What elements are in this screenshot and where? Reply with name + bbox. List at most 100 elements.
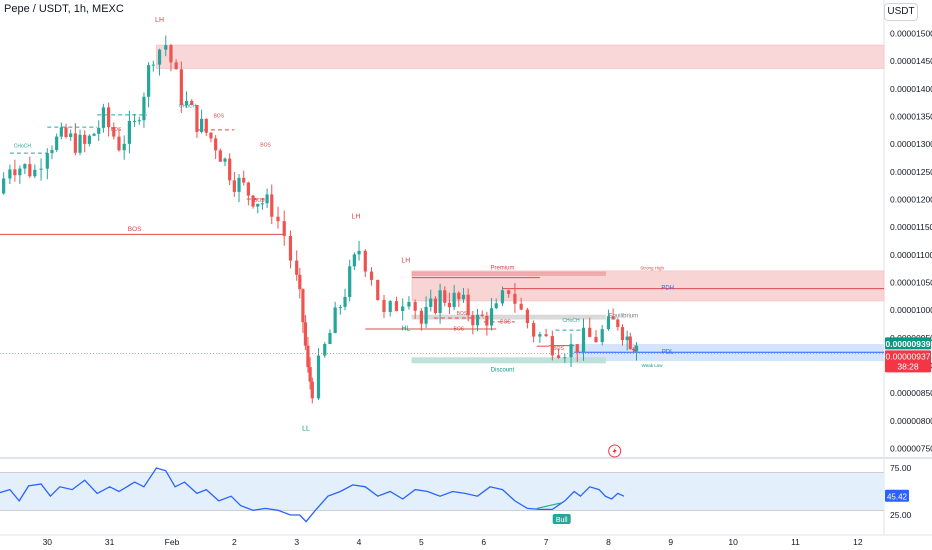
candle-body — [538, 334, 542, 337]
candle-body — [33, 169, 37, 177]
candle-body — [246, 182, 250, 196]
candle-body — [525, 309, 529, 324]
candle-body — [232, 180, 236, 192]
candle-body — [195, 105, 199, 132]
x-tick-label: 6 — [481, 537, 486, 547]
candle-body — [485, 315, 489, 326]
candle-body — [394, 301, 399, 312]
candle-body — [209, 132, 213, 139]
candle-body — [276, 216, 280, 222]
candle-body — [265, 194, 269, 204]
y-tick-label: 0.00001100 — [890, 250, 932, 260]
candle-body — [151, 64, 155, 66]
candle-body — [8, 169, 12, 179]
candle-body — [237, 177, 241, 192]
y-tick-label: 0.00000800 — [890, 416, 932, 426]
candle-body — [69, 133, 73, 137]
candle-body — [223, 158, 227, 162]
y-tick-label: 0.00001500 — [890, 29, 932, 39]
x-tick-label: 8 — [606, 537, 611, 547]
x-tick-label: 5 — [419, 537, 424, 547]
candle-body — [298, 274, 302, 290]
candle-body — [78, 134, 82, 153]
structure-label-bos: BOS — [213, 114, 224, 120]
candle-body — [507, 290, 511, 294]
candle-body — [142, 96, 146, 121]
y-tick-label: 0.00001350 — [890, 112, 932, 122]
y-tick-label: 0.00001300 — [890, 139, 932, 149]
candle-body — [363, 250, 367, 272]
candle-body — [310, 381, 314, 399]
candle-body — [438, 290, 442, 314]
x-tick-label: 2 — [232, 537, 237, 547]
candle-body — [107, 107, 111, 128]
y-tick-label: 0.00001200 — [890, 195, 932, 205]
candle-body — [588, 327, 592, 337]
candle-body — [352, 254, 356, 267]
candle-body — [270, 194, 274, 217]
x-tick-label: 12 — [853, 537, 863, 547]
candle-body — [457, 292, 461, 300]
candle-body — [306, 345, 310, 368]
premium-label: Premium — [490, 265, 514, 271]
candle-body — [295, 260, 299, 275]
candle-body — [343, 296, 347, 307]
candle-body — [147, 65, 151, 97]
structure-label-bos: BOS — [454, 327, 465, 333]
x-tick-label: 4 — [357, 537, 362, 547]
candle-body — [424, 306, 428, 324]
candle-body — [260, 203, 265, 205]
candle-body — [73, 133, 77, 153]
candle-body — [550, 336, 554, 356]
y-tick-label: 0.00001000 — [890, 305, 932, 315]
pdl-label: PDL — [662, 349, 674, 355]
candle-body — [328, 332, 332, 344]
structure-label-choch: CHoCH — [14, 144, 32, 150]
candle-body — [494, 303, 498, 309]
candle-body — [179, 69, 183, 106]
candle-body — [556, 355, 561, 358]
candle-body — [443, 290, 447, 303]
structure-label-choch: CHoCH — [179, 104, 197, 110]
candle-body — [611, 316, 615, 320]
swing-label-ll: LL — [302, 425, 310, 432]
bull-badge — [552, 514, 571, 524]
candle-body — [616, 319, 620, 328]
rsi-value-tag — [885, 489, 909, 502]
candle-body — [174, 62, 178, 70]
candle-body — [137, 120, 141, 122]
candle-body — [214, 138, 218, 151]
candle-body — [447, 302, 452, 308]
candle-body — [563, 357, 567, 359]
candle-body — [419, 310, 423, 324]
candle-body — [301, 289, 305, 323]
candle-body — [59, 127, 63, 137]
candle-body — [28, 164, 32, 177]
y-tick-label: 0.00001400 — [890, 84, 932, 94]
bull-label: Bull — [556, 517, 568, 524]
structure-label-bos: BOS — [254, 198, 265, 204]
candle-body — [55, 136, 59, 151]
candle-body — [122, 143, 126, 151]
structure-label-bos: BOS — [260, 142, 271, 148]
structure-label-bos: BOS — [500, 320, 511, 326]
candle-body — [308, 367, 312, 382]
candle-body — [625, 336, 629, 341]
candle-body — [316, 355, 321, 399]
candle-body — [401, 306, 405, 312]
candle-body — [97, 127, 101, 134]
currency-button[interactable]: USDT — [884, 3, 918, 21]
candle-body — [519, 303, 523, 310]
y-tick-label: 0.00001450 — [890, 56, 932, 66]
x-tick-label: 30 — [43, 537, 53, 547]
y-tick-label: 0.00001050 — [890, 278, 932, 288]
structure-label-bos: BOS — [111, 127, 122, 133]
candle-body — [132, 120, 137, 122]
candle-body — [575, 344, 579, 353]
x-tick-label: 3 — [294, 537, 299, 547]
candle-body — [388, 301, 392, 312]
y-tick-label: 0.00000750 — [890, 444, 932, 454]
candle-body — [127, 120, 131, 144]
